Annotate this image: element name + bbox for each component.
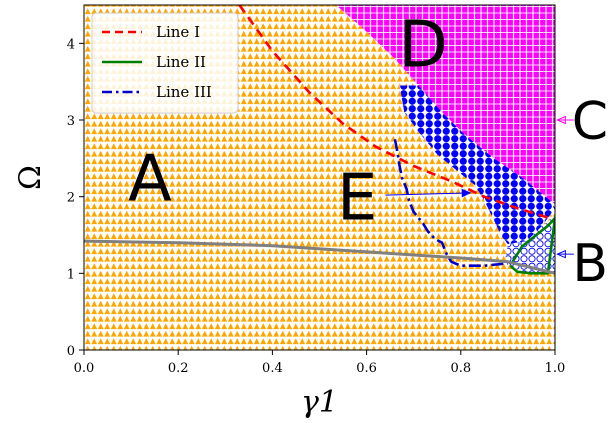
legend-item-label: Line II [156, 53, 206, 71]
x-tick-label: 0.0 [74, 361, 95, 376]
x-tick-label: 0.8 [450, 361, 471, 376]
annotation-arrowhead-B [556, 249, 566, 259]
region-E-fill [399, 85, 555, 245]
x-axis-label: γ1 [301, 385, 338, 420]
series-line-line-iii [393, 138, 509, 267]
legend: Line I Line II Line III [91, 12, 239, 114]
region-label-D: D [398, 8, 447, 82]
region-label-B: B [572, 234, 608, 294]
series-line-line-ii [509, 216, 555, 275]
x-axis-ticks: 0.0 0.2 0.4 0.6 0.8 1.0 [74, 350, 566, 376]
y-tick-label: 4 [67, 37, 75, 52]
y-tick-label: 0 [67, 344, 75, 359]
region-label-E: E [337, 162, 377, 236]
region-labels: A D E B C [128, 8, 608, 294]
x-tick-label: 0.4 [262, 361, 283, 376]
y-axis-ticks: 0 1 2 3 4 [67, 37, 84, 359]
series-line-boundary [84, 239, 555, 275]
y-tick-label: 3 [67, 114, 75, 129]
x-tick-label: 0.2 [168, 361, 189, 376]
series-line-line-i [238, 5, 555, 221]
region-label-A: A [128, 143, 172, 217]
legend-item-label: Line I [156, 23, 200, 41]
legend-box [91, 12, 239, 114]
x-tick-label: 0.6 [356, 361, 377, 376]
annotation-arrow-E [385, 192, 471, 196]
legend-item-label: Line III [156, 83, 212, 101]
series-lines [84, 5, 555, 275]
x-tick-label: 1.0 [545, 361, 566, 376]
phase-regions [84, 5, 555, 350]
annotation-arrows [385, 115, 574, 259]
annotation-arrowhead-E [461, 188, 472, 198]
y-axis-label: Ω [13, 165, 48, 190]
region-label-C: C [572, 92, 608, 152]
annotation-arrowhead-C [556, 115, 566, 125]
region-D-fill [336, 5, 555, 205]
y-tick-label: 1 [67, 267, 75, 282]
plot-frame [83, 4, 556, 351]
y-tick-label: 2 [67, 191, 75, 206]
